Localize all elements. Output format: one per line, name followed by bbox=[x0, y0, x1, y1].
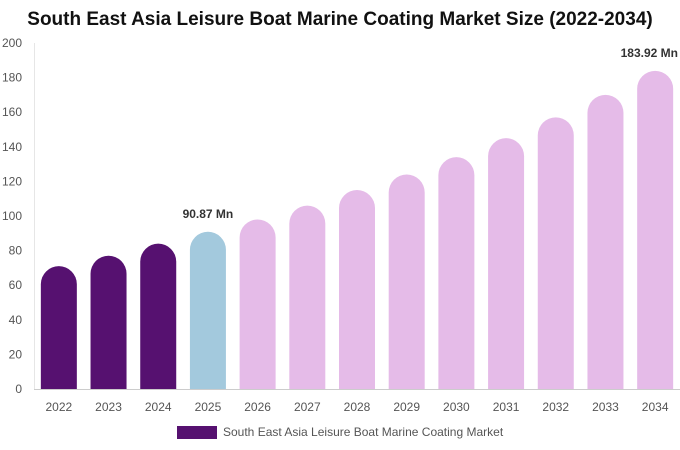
bar-2029 bbox=[388, 174, 425, 389]
y-tick-label: 20 bbox=[9, 347, 23, 361]
x-tick-label: 2034 bbox=[642, 400, 669, 414]
y-tick-label: 40 bbox=[9, 313, 23, 327]
x-tick-label: 2027 bbox=[294, 400, 321, 414]
x-tick-label: 2023 bbox=[95, 400, 122, 414]
bar-2026 bbox=[239, 219, 276, 389]
x-tick-label: 2030 bbox=[443, 400, 470, 414]
legend-swatch bbox=[177, 425, 217, 439]
y-axis-ticks: 0 20 40 60 80 100 120 140 160 180 200 bbox=[2, 36, 22, 396]
bar-2031 bbox=[488, 138, 525, 389]
data-labels: 90.87 Mn 183.92 Mn bbox=[183, 46, 678, 221]
legend-label: South East Asia Leisure Boat Marine Coat… bbox=[223, 425, 504, 439]
bar-2025 bbox=[189, 231, 226, 389]
x-axis-ticks: 2022 2023 2024 2025 2026 2027 2028 2029 2030 2031… bbox=[45, 400, 668, 414]
bar-2033 bbox=[587, 94, 624, 389]
bar-2034 bbox=[637, 70, 674, 390]
y-tick-label: 60 bbox=[9, 278, 23, 292]
x-tick-label: 2026 bbox=[244, 400, 271, 414]
y-tick-label: 180 bbox=[2, 71, 22, 85]
y-tick-label: 140 bbox=[2, 140, 22, 154]
y-tick-label: 120 bbox=[2, 174, 22, 188]
x-tick-label: 2028 bbox=[344, 400, 371, 414]
y-tick-label: 80 bbox=[9, 244, 23, 258]
x-tick-label: 2032 bbox=[542, 400, 569, 414]
y-tick-label: 100 bbox=[2, 209, 22, 223]
x-tick-label: 2031 bbox=[493, 400, 520, 414]
x-tick-label: 2029 bbox=[393, 400, 420, 414]
data-label-2034: 183.92 Mn bbox=[621, 46, 678, 60]
x-tick-label: 2024 bbox=[145, 400, 172, 414]
data-label-2025: 90.87 Mn bbox=[183, 207, 234, 221]
bar-series bbox=[40, 70, 674, 390]
y-tick-label: 160 bbox=[2, 105, 22, 119]
bar-2022 bbox=[40, 266, 77, 389]
bar-2028 bbox=[339, 190, 375, 389]
chart-title: South East Asia Leisure Boat Marine Coat… bbox=[27, 9, 653, 30]
x-tick-label: 2025 bbox=[195, 400, 222, 414]
legend: South East Asia Leisure Boat Marine Coat… bbox=[177, 425, 503, 439]
bar-2027 bbox=[289, 205, 326, 389]
y-tick-label: 200 bbox=[2, 36, 22, 50]
y-tick-label: 0 bbox=[15, 382, 22, 396]
x-tick-label: 2033 bbox=[592, 400, 619, 414]
bar-2023 bbox=[90, 255, 127, 389]
bar-2030 bbox=[438, 157, 475, 389]
bar-2032 bbox=[537, 117, 574, 389]
bar-2024 bbox=[140, 243, 177, 389]
x-tick-label: 2022 bbox=[45, 400, 72, 414]
